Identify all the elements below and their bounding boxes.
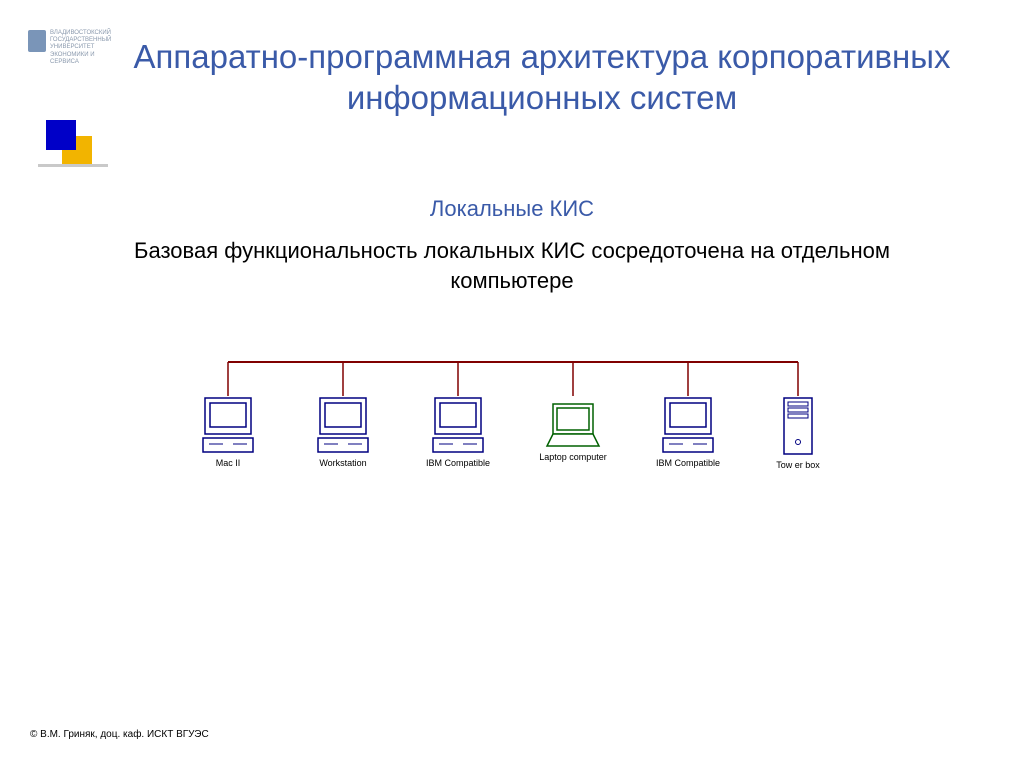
svg-text:IBM Compatible: IBM Compatible bbox=[656, 458, 720, 468]
body-text: Базовая функциональность локальных КИС с… bbox=[90, 236, 934, 295]
svg-text:IBM Compatible: IBM Compatible bbox=[426, 458, 490, 468]
subtitle: Локальные КИС bbox=[0, 196, 1024, 222]
svg-text:Workstation: Workstation bbox=[319, 458, 366, 468]
deco-square-blue bbox=[46, 120, 76, 150]
deco-bar bbox=[38, 164, 108, 167]
svg-text:Laptop computer: Laptop computer bbox=[539, 452, 607, 462]
logo-icon bbox=[28, 30, 46, 52]
footer-copyright: © В.М. Гриняк, доц. каф. ИСКТ ВГУЭС bbox=[30, 729, 209, 740]
svg-text:Mac II: Mac II bbox=[216, 458, 241, 468]
university-logo: ВЛАДИВОСТОКСКИЙ ГОСУДАРСТВЕННЫЙ УНИВЕРСИ… bbox=[28, 30, 120, 66]
decorative-squares bbox=[38, 112, 104, 168]
network-diagram: Mac II Workstation IBM Compatible Laptop co… bbox=[160, 352, 860, 552]
svg-text:Tow er box: Tow er box bbox=[776, 460, 820, 470]
logo-text: ВЛАДИВОСТОКСКИЙ ГОСУДАРСТВЕННЫЙ УНИВЕРСИ… bbox=[50, 30, 120, 66]
page-title: Аппаратно-программная архитектура корпор… bbox=[120, 36, 964, 119]
